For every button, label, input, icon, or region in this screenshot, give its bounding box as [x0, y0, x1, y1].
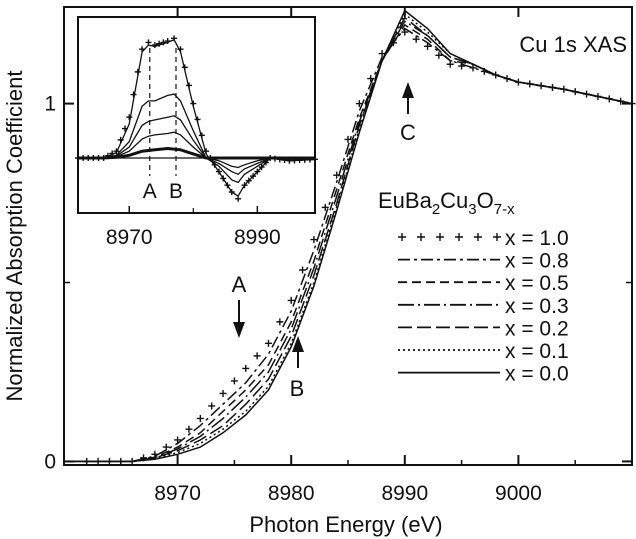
inset-series-line — [78, 93, 316, 184]
inset-series-solid — [78, 93, 316, 184]
data-point-plus — [196, 414, 204, 422]
y-axis-label: Normalized Absorption Coefficient — [2, 71, 27, 402]
legend-item: x = 0.3 — [398, 295, 569, 318]
data-point-plus — [230, 377, 238, 385]
legend-label: x = 1.0 — [505, 227, 569, 250]
data-point-plus — [287, 296, 295, 304]
data-point-plus — [310, 236, 318, 244]
legend-item: x = 1.0 — [398, 227, 569, 250]
data-point-plus — [264, 339, 272, 347]
chart-annotation-title: Cu 1s XAS — [519, 32, 627, 57]
legend-label: x = 0.8 — [505, 250, 569, 273]
data-point-plus — [185, 425, 193, 433]
inset-series-line — [78, 146, 315, 160]
inset-series-line — [78, 131, 316, 169]
inset-marker-label: B — [169, 180, 183, 203]
legend-label: x = 0.0 — [505, 363, 569, 386]
inset-marker-label: A — [143, 180, 157, 203]
series-line — [64, 16, 633, 463]
series-solid — [64, 9, 633, 463]
inset-series-line — [78, 115, 316, 176]
data-point-plus — [208, 402, 216, 410]
inset-data-point-plus — [126, 114, 133, 121]
legend-label: x = 0.1 — [505, 340, 569, 363]
inset-content: 8970 8990 A B — [75, 35, 318, 249]
inset-frame — [77, 16, 316, 214]
legend-plus — [455, 233, 463, 241]
inset-x-tick-label: 8990 — [234, 226, 281, 249]
arrow-c: C — [400, 82, 416, 145]
legend-item: x = 0.2 — [398, 317, 569, 340]
series-dotted — [64, 13, 633, 463]
main-series — [64, 9, 636, 465]
x-tick-label: 8970 — [154, 482, 201, 505]
series-line — [64, 13, 633, 463]
data-point-plus — [174, 436, 182, 444]
x-tick-label: 8990 — [381, 482, 428, 505]
legend-plus — [417, 233, 425, 241]
x-tick-label: 9000 — [495, 482, 542, 505]
data-point-plus — [299, 266, 307, 274]
inset-data-point-plus — [145, 39, 152, 46]
arrow-label-a: A — [232, 272, 247, 297]
arrow-a: A — [232, 272, 247, 338]
legend-plus — [474, 233, 482, 241]
data-point-plus — [435, 51, 443, 59]
inset-x-tick-label: 8970 — [106, 226, 153, 249]
legend-plus — [436, 233, 444, 241]
legend-label: x = 0.3 — [505, 295, 569, 318]
arrow-label-c: C — [400, 120, 416, 145]
legend: x = 1.0x = 0.8x = 0.5x = 0.3x = 0.2x = 0… — [398, 227, 569, 386]
inset-series-line — [78, 38, 316, 198]
inset-series-solid — [78, 131, 316, 169]
data-point-plus — [162, 443, 170, 451]
arrow-label-b: B — [290, 376, 305, 401]
data-point-plus — [219, 389, 227, 397]
legend-item: x = 0.8 — [398, 250, 569, 273]
series-line — [64, 27, 633, 463]
data-point-plus — [253, 352, 261, 360]
data-point-plus — [446, 60, 454, 68]
y-tick-label: 1 — [44, 93, 56, 116]
main-ticks: 8970 8980 8990 9000 0 1 — [44, 7, 632, 505]
legend-label: x = 0.2 — [505, 317, 569, 340]
data-point-plus — [242, 364, 250, 372]
arrow-b: B — [290, 336, 305, 401]
data-point-plus — [321, 203, 329, 211]
series-dash — [64, 16, 633, 463]
data-point-plus — [344, 135, 352, 143]
data-point-plus — [401, 28, 409, 36]
legend-item: x = 0.1 — [398, 340, 569, 363]
x-axis-label: Photon Energy (eV) — [249, 512, 442, 537]
legend-item: x = 0.0 — [398, 363, 569, 386]
data-point-plus — [424, 42, 432, 50]
legend-plus — [493, 233, 501, 241]
inset-series-solid — [78, 115, 316, 176]
x-tick-label: 8980 — [268, 482, 315, 505]
legend-plus — [398, 233, 406, 241]
inset-series-solid — [78, 38, 316, 198]
series-line — [64, 9, 633, 463]
inset-series-thick — [78, 146, 315, 160]
data-point-plus — [412, 35, 420, 43]
legend-title: EuBa2Cu3O7-x — [378, 188, 515, 218]
series-dashdot — [64, 27, 633, 463]
legend-item: x = 0.5 — [398, 272, 569, 295]
y-tick-label: 0 — [44, 450, 56, 473]
legend-label: x = 0.5 — [505, 272, 569, 295]
data-point-plus — [276, 318, 284, 326]
